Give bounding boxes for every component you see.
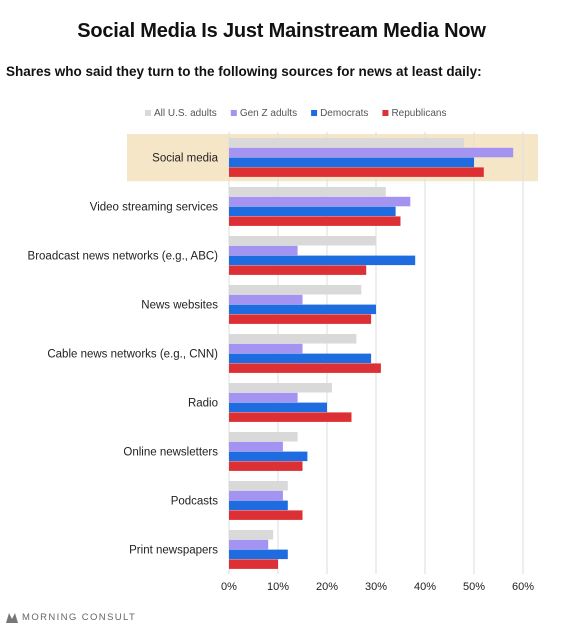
chart-subtitle: Shares who said they turn to the followi… (6, 64, 482, 79)
bar (229, 236, 376, 246)
bar (229, 343, 303, 354)
category-label: News websites (141, 300, 218, 312)
bar (229, 500, 288, 511)
legend-swatch (230, 110, 237, 116)
category-label: Print newspapers (129, 545, 218, 557)
bar (229, 392, 298, 403)
legend-swatch (145, 110, 151, 116)
bar (229, 138, 465, 148)
bar (229, 383, 332, 393)
x-tick-label: 10% (267, 581, 289, 593)
bar (229, 441, 283, 452)
bar (229, 559, 278, 569)
bar (229, 481, 288, 491)
bar (229, 314, 372, 324)
chart-title: Social Media Is Just Mainstream Media No… (77, 20, 486, 42)
x-tick-label: 60% (512, 581, 534, 593)
bar (229, 402, 327, 413)
bar (229, 363, 381, 373)
x-tick-label: 0% (221, 581, 237, 593)
bar (229, 461, 303, 471)
bar (229, 530, 274, 540)
bar (229, 451, 308, 462)
bar (229, 285, 362, 295)
bar (229, 265, 367, 275)
brand-name: MORNING CONSULT (22, 612, 137, 623)
category-label: Broadcast news networks (e.g., ABC) (28, 251, 219, 263)
x-tick-label: 50% (463, 581, 485, 593)
bar (229, 167, 484, 177)
category-label: Cable news networks (e.g., CNN) (47, 349, 218, 361)
legend-label: Gen Z adults (240, 108, 297, 119)
x-tick-label: 30% (365, 581, 387, 593)
x-tick-label: 40% (414, 581, 436, 593)
legend-swatch (311, 110, 318, 116)
brand-logo: MORNING CONSULT (6, 612, 136, 623)
x-tick-label: 20% (316, 581, 338, 593)
bar (229, 353, 372, 364)
bar (229, 187, 386, 197)
bar (229, 196, 411, 207)
bar (229, 490, 283, 501)
bar (229, 206, 396, 217)
bar (229, 539, 269, 550)
bar (229, 157, 474, 168)
bar (229, 549, 288, 560)
legend-label: Republicans (391, 108, 446, 119)
bar (229, 255, 416, 266)
bar (229, 304, 376, 315)
morning-consult-logo-icon (6, 612, 18, 623)
category-label: Radio (188, 398, 218, 410)
legend-label: All U.S. adults (154, 108, 217, 119)
bar (229, 147, 514, 158)
bar (229, 510, 303, 520)
bar (229, 245, 298, 256)
legend-label: Democrats (320, 108, 368, 119)
category-label: Podcasts (171, 496, 219, 508)
bar-chart: All U.S. adults Gen Z adults Democrats Repu… (28, 108, 538, 593)
legend-swatch (382, 110, 389, 116)
category-label: Online newsletters (123, 447, 218, 459)
bar (229, 412, 352, 422)
bar (229, 294, 303, 305)
bar (229, 432, 298, 442)
bar (229, 334, 357, 344)
category-label: Video streaming services (90, 202, 219, 214)
bar (229, 216, 401, 226)
category-label: Social media (152, 153, 218, 165)
